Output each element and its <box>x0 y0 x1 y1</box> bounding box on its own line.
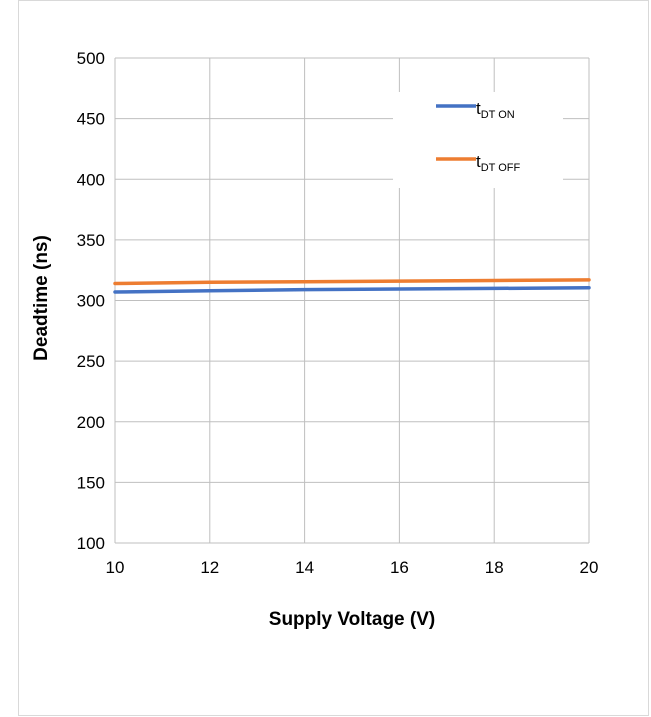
series-line-tdt-on <box>113 286 591 294</box>
y-tick-label: 150 <box>77 473 105 492</box>
y-tick-label: 100 <box>77 534 105 553</box>
y-tick-label: 300 <box>77 292 105 311</box>
y-tick-label: 350 <box>77 231 105 250</box>
series-layer <box>113 278 591 294</box>
legend-label-subscript: DT OFF <box>481 162 521 174</box>
axes: 100 150 200 250 300 350 400 450 500 10 12 14 16 18 20 <box>77 49 599 577</box>
y-tick-label: 200 <box>77 413 105 432</box>
y-tick-label: 450 <box>77 110 105 129</box>
legend-background <box>393 92 563 188</box>
y-tick-label: 400 <box>77 170 105 189</box>
legend-label-subscript: DT ON <box>481 109 515 121</box>
x-axis-title: Supply Voltage (V) <box>269 609 435 630</box>
y-tick-label: 250 <box>77 352 105 371</box>
legend-label: tDT ON <box>476 99 515 121</box>
legend-label-main: t <box>476 99 481 118</box>
series-line-tdt-off <box>113 278 591 286</box>
legend-label-main: t <box>476 152 481 171</box>
x-tick-label: 14 <box>295 558 314 577</box>
x-tick-label: 18 <box>485 558 504 577</box>
x-tick-label: 20 <box>580 558 599 577</box>
legend-label: tDT OFF <box>476 152 521 174</box>
y-axis-title: Deadtime (ns) <box>31 235 52 361</box>
x-tick-label: 16 <box>390 558 409 577</box>
x-tick-label: 10 <box>106 558 125 577</box>
y-tick-label: 500 <box>77 49 105 68</box>
x-tick-label: 12 <box>200 558 219 577</box>
